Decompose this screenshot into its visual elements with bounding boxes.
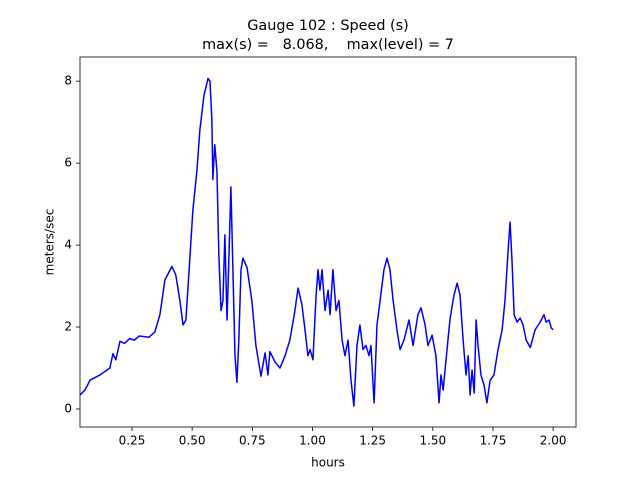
x-tick-label: 1.00 — [299, 434, 326, 448]
chart-subtitle: max(s) = 8.068, max(level) = 7 — [202, 37, 454, 53]
x-axis-label: hours — [311, 456, 345, 470]
x-tick-label: 0.75 — [239, 434, 266, 448]
x-tick-label: 1.50 — [419, 434, 446, 448]
x-tick-label: 0.50 — [179, 434, 206, 448]
x-tick-label: 2.00 — [540, 434, 567, 448]
y-axis-label: meters/sec — [43, 209, 57, 276]
x-tick-label: 0.25 — [119, 434, 146, 448]
y-tick-label: 2 — [64, 320, 72, 334]
x-tick-label: 1.25 — [359, 434, 386, 448]
x-tick-label: 1.75 — [480, 434, 507, 448]
y-tick-label: 4 — [64, 238, 72, 252]
plot-frame — [79, 56, 577, 428]
chart-title: Gauge 102 : Speed (s) — [247, 18, 409, 34]
y-tick-label: 8 — [64, 74, 72, 88]
y-tick-label: 6 — [64, 156, 72, 170]
data-line — [79, 77, 554, 407]
y-tick-label: 0 — [64, 401, 72, 415]
